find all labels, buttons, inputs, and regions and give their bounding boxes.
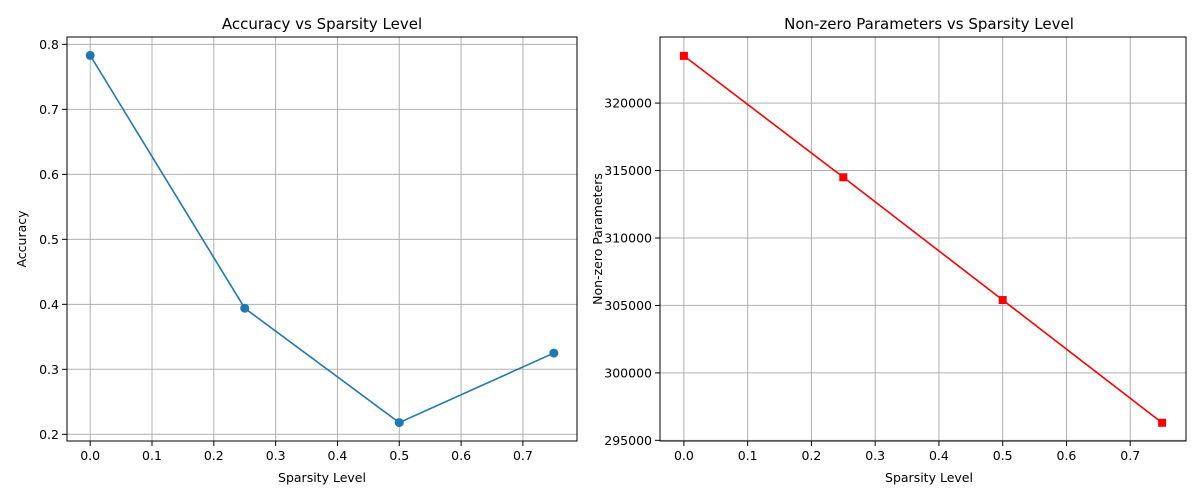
nonzero-params-chart: Non-zero Parameters vs Sparsity Level 0.…	[590, 15, 1187, 485]
x-tick-label: 0.1	[738, 448, 758, 463]
chart-title: Non-zero Parameters vs Sparsity Level	[784, 15, 1074, 33]
x-tick-label: 0.0	[80, 448, 100, 463]
y-axis-label: Accuracy	[14, 210, 29, 268]
grid-lines	[67, 37, 577, 441]
x-tick-label: 0.6	[1057, 448, 1077, 463]
y-tick-label: 300000	[604, 365, 652, 380]
y-tick-label: 0.2	[39, 427, 59, 442]
series	[85, 50, 559, 428]
data-point-marker	[240, 303, 250, 313]
data-point-marker	[394, 418, 404, 428]
series	[679, 51, 1167, 427]
x-axis-label: Sparsity Level	[885, 470, 973, 485]
x-tick-label: 0.5	[389, 448, 409, 463]
chart-title: Accuracy vs Sparsity Level	[222, 15, 422, 33]
series-line	[89, 54, 555, 424]
y-axis-label: Non-zero Parameters	[590, 173, 605, 305]
y-tick-label: 320000	[604, 96, 652, 111]
x-tick-label: 0.1	[142, 448, 162, 463]
x-tick-label: 0.3	[865, 448, 885, 463]
y-tick-label: 295000	[604, 433, 652, 448]
data-point-marker	[679, 51, 688, 60]
y-tick-label: 0.3	[39, 362, 59, 377]
y-tick-label: 305000	[604, 298, 652, 313]
x-tick-label: 0.4	[328, 448, 348, 463]
x-tick-label: 0.4	[929, 448, 949, 463]
x-tick-label: 0.5	[993, 448, 1013, 463]
x-tick-label: 0.2	[801, 448, 821, 463]
x-tick-label: 0.7	[513, 448, 533, 463]
data-point-marker	[998, 296, 1007, 305]
x-tick-label: 0.2	[204, 448, 224, 463]
axis-ticks: 0.0 0.1 0.2 0.3 0.4 0.5 0.6 0.7 295000 300000 3050…	[604, 96, 1140, 463]
data-point-marker	[839, 173, 848, 182]
y-tick-label: 0.6	[39, 167, 59, 182]
axis-ticks: 0.0 0.1 0.2 0.3 0.4 0.5 0.6 0.7 0.2 0.3 0.4 0.5 0.6 0…	[39, 37, 533, 463]
data-point-marker	[1158, 418, 1167, 427]
data-point-marker	[549, 348, 559, 358]
y-tick-label: 0.7	[39, 102, 59, 117]
series-line	[683, 55, 1163, 424]
x-tick-label: 0.6	[451, 448, 471, 463]
plot-frame	[659, 36, 1187, 442]
x-tick-label: 0.3	[266, 448, 286, 463]
y-tick-label: 0.4	[39, 297, 59, 312]
y-tick-label: 0.8	[39, 37, 59, 52]
data-point-marker	[85, 50, 95, 60]
x-axis-label: Sparsity Level	[278, 470, 366, 485]
accuracy-chart: Accuracy vs Sparsity Level 0.0 0.1 0.2 0.3 0…	[14, 15, 578, 485]
y-tick-label: 0.5	[39, 232, 59, 247]
y-tick-label: 310000	[604, 230, 652, 245]
y-tick-label: 315000	[604, 163, 652, 178]
x-tick-label: 0.7	[1120, 448, 1140, 463]
x-tick-label: 0.0	[674, 448, 694, 463]
